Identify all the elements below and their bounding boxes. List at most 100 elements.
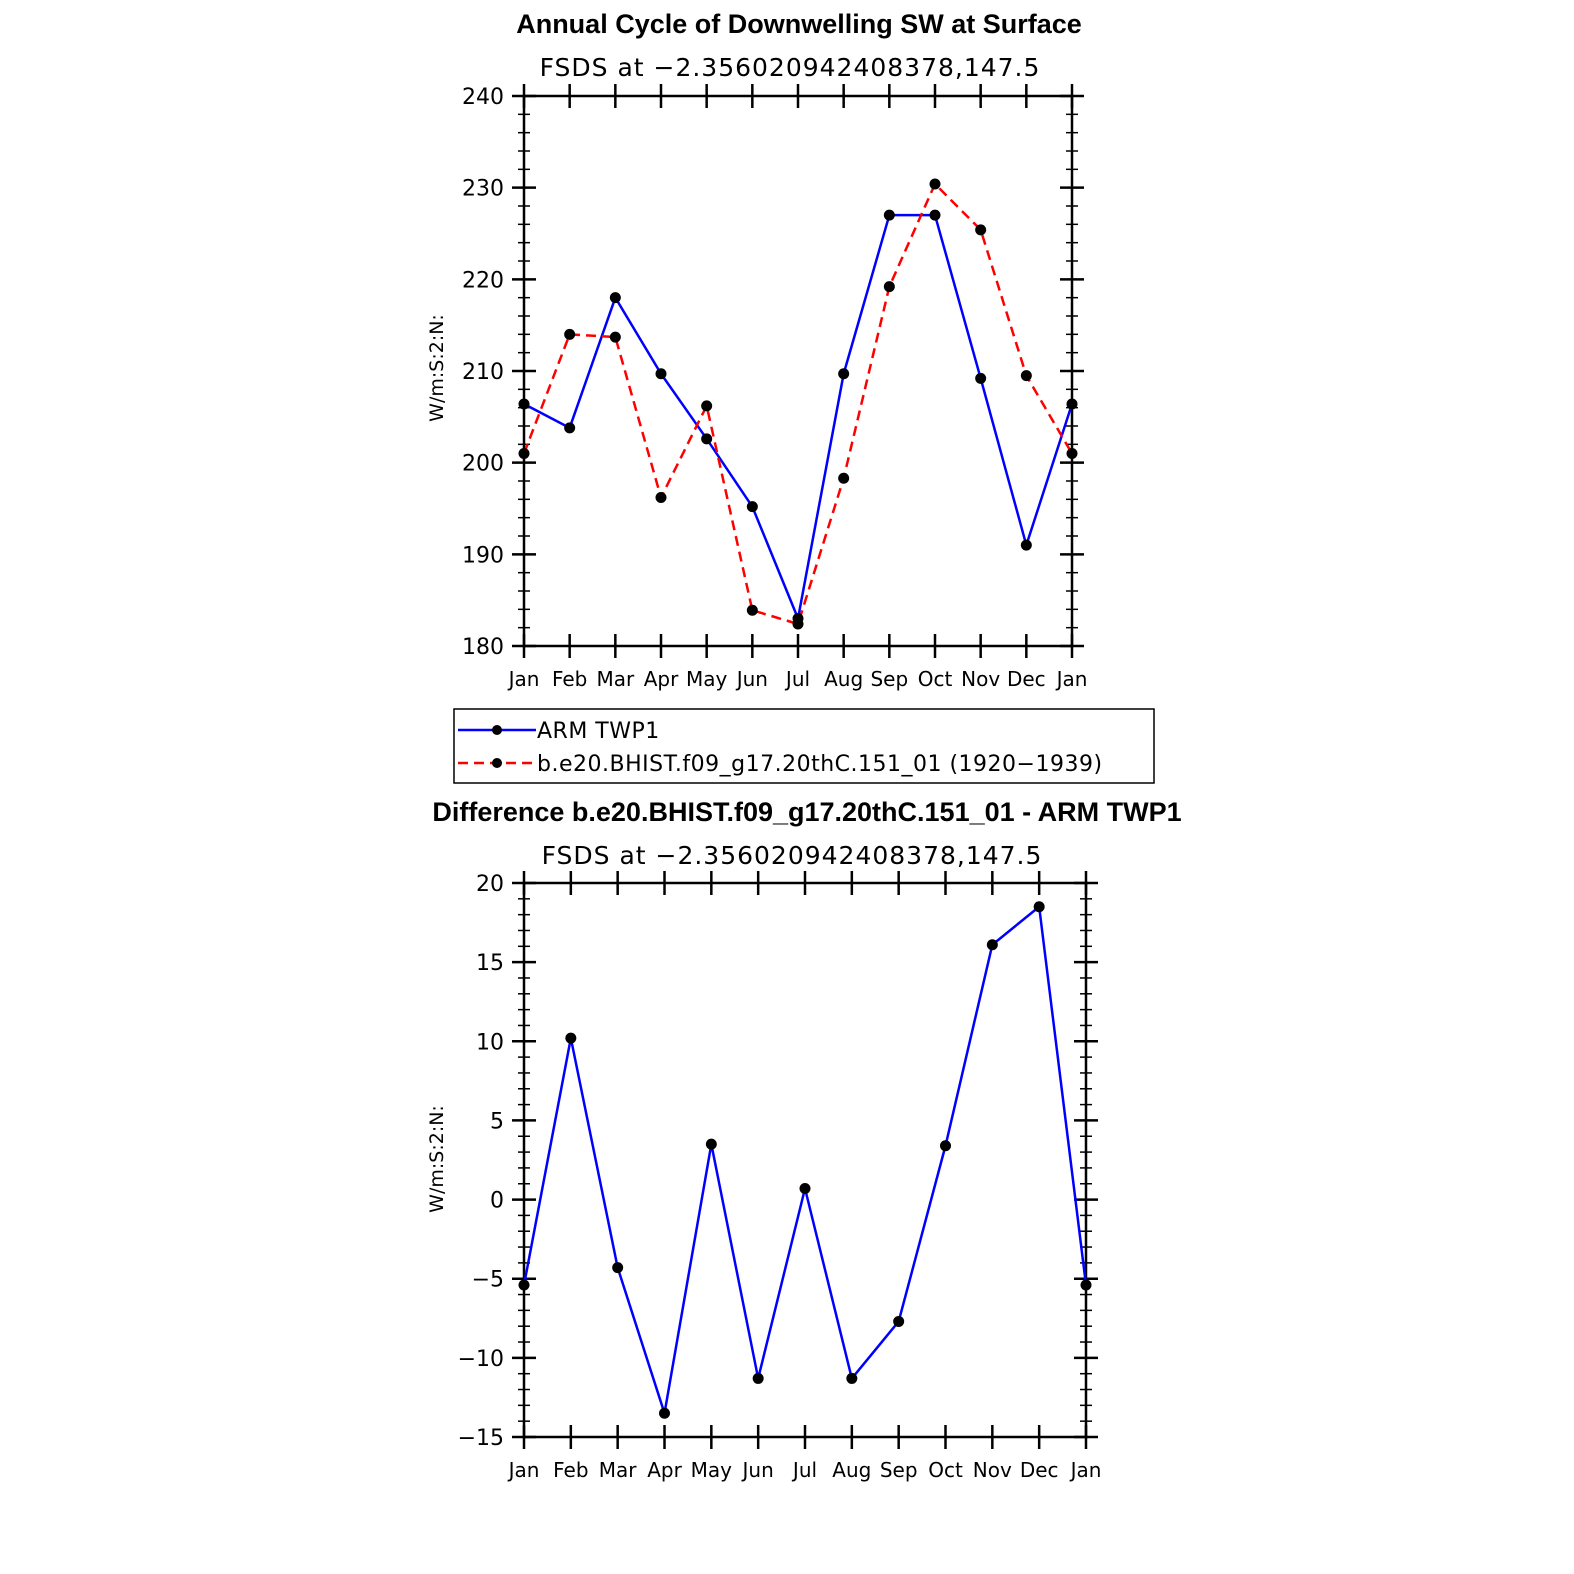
bottom-series-0-point bbox=[612, 1262, 624, 1274]
top-y-tick-labels: 180 190 200 210 220 230 240 bbox=[462, 85, 504, 660]
legend-label-model: b.e20.BHIST.f09_g17.20thC.151_01 (1920−1… bbox=[537, 752, 1103, 777]
top-series-line-0 bbox=[523, 213, 1074, 620]
top-series-0-point bbox=[1066, 398, 1078, 410]
bottom-x-tick-label: Mar bbox=[599, 1458, 638, 1482]
top-series-1-point bbox=[975, 224, 987, 236]
legend-marker-model bbox=[492, 758, 502, 768]
bottom-x-tick-labels: Jan Feb Mar Apr May Jun Jul Aug Sep Oct Nov Dec Jan bbox=[507, 1458, 1102, 1482]
bottom-series-0-point bbox=[846, 1372, 858, 1384]
bottom-plot-frame bbox=[522, 881, 1088, 1439]
top-series-1-point bbox=[838, 472, 850, 484]
top-axis-ticks bbox=[512, 84, 1084, 658]
top-series-0-point bbox=[883, 209, 895, 221]
top-x-tick-labels: Jan Feb Mar Apr May Jun Jul Aug Sep Oct Nov Dec Jan bbox=[507, 667, 1088, 691]
top-series-1-point bbox=[518, 448, 530, 459]
top-series-1-point bbox=[564, 328, 576, 340]
bottom-x-tick-label: Jun bbox=[741, 1458, 774, 1482]
bottom-y-tick-label: −15 bbox=[458, 1426, 504, 1451]
top-x-tick-label: Jun bbox=[735, 667, 768, 691]
bottom-series-0-point bbox=[518, 1279, 530, 1291]
bottom-series-0-point bbox=[799, 1182, 811, 1194]
legend-item-arm: ARM TWP1 bbox=[458, 719, 660, 744]
bottom-x-tick-label: Oct bbox=[928, 1458, 963, 1482]
top-series-1-point bbox=[655, 492, 667, 503]
bottom-series-0-point bbox=[705, 1138, 717, 1150]
bottom-series-0-point bbox=[1080, 1279, 1092, 1291]
top-series-1-point bbox=[701, 400, 713, 412]
top-y-tick-label: 180 bbox=[462, 635, 504, 660]
legend-marker-arm bbox=[492, 725, 502, 735]
top-series-0-point bbox=[518, 398, 530, 410]
top-series-1-point bbox=[883, 281, 895, 293]
bottom-y-tick-label: 20 bbox=[476, 872, 504, 897]
top-series-1-point bbox=[792, 618, 804, 630]
bottom-x-tick-label: Dec bbox=[1020, 1458, 1059, 1482]
legend: ARM TWP1 b.e20.BHIST.f09_g17.20thC.151_0… bbox=[453, 708, 1155, 784]
bottom-y-tick-label: −5 bbox=[472, 1268, 504, 1293]
bottom-y-tick-labels: −15 −10 −5 0 5 10 15 20 bbox=[458, 872, 504, 1451]
top-x-tick-label: Apr bbox=[644, 667, 679, 691]
bottom-x-tick-label: Jul bbox=[791, 1458, 817, 1482]
top-series-1-point bbox=[1066, 448, 1078, 459]
bottom-series-0-point bbox=[940, 1140, 951, 1152]
top-y-tick-label: 200 bbox=[462, 452, 504, 477]
bottom-x-tick-label: Aug bbox=[832, 1458, 871, 1482]
bottom-y-tick-label: 5 bbox=[490, 1109, 504, 1134]
bottom-series-0-point bbox=[752, 1372, 764, 1384]
bottom-x-tick-label: Sep bbox=[880, 1458, 918, 1482]
bottom-x-tick-label: Feb bbox=[553, 1458, 588, 1482]
top-y-tick-label: 210 bbox=[462, 360, 504, 385]
bottom-y-tick-label: 0 bbox=[490, 1189, 504, 1214]
top-series-0-point bbox=[746, 501, 758, 513]
top-x-tick-label: Dec bbox=[1007, 667, 1046, 691]
bottom-series bbox=[518, 901, 1092, 1419]
top-series-line-1 bbox=[522, 182, 1074, 626]
top-x-tick-label: Feb bbox=[552, 667, 587, 691]
bottom-x-tick-label: May bbox=[691, 1458, 733, 1482]
bottom-axis-ticks bbox=[512, 871, 1098, 1449]
top-series-0-point bbox=[655, 368, 667, 380]
bottom-series-0-point bbox=[986, 939, 998, 951]
top-series-0-point bbox=[701, 433, 713, 445]
top-series-1-point bbox=[929, 178, 941, 190]
top-x-tick-label: May bbox=[686, 667, 728, 691]
top-x-tick-label: Sep bbox=[870, 667, 908, 691]
bottom-subtitle: FSDS at −2.356020942408378,147.5 bbox=[542, 841, 1043, 870]
top-subtitle: FSDS at −2.356020942408378,147.5 bbox=[540, 53, 1041, 82]
top-series-0-point bbox=[929, 209, 941, 221]
bottom-series-0-point bbox=[565, 1032, 577, 1044]
top-series bbox=[518, 178, 1078, 630]
top-y-axis-label: W/m:S:2:N: bbox=[426, 314, 448, 422]
legend-label-arm: ARM TWP1 bbox=[537, 719, 660, 744]
top-y-tick-label: 190 bbox=[462, 543, 504, 568]
top-series-0-point bbox=[609, 292, 621, 304]
top-series-0-point bbox=[1020, 539, 1032, 551]
bottom-x-tick-label: Apr bbox=[647, 1458, 682, 1482]
bottom-y-tick-label: −10 bbox=[458, 1347, 504, 1372]
bottom-x-tick-label: Jan bbox=[1069, 1458, 1102, 1482]
top-x-tick-label: Oct bbox=[918, 667, 953, 691]
bottom-y-tick-label: 15 bbox=[476, 951, 504, 976]
top-series-1-point bbox=[609, 331, 621, 343]
top-x-tick-label: Jul bbox=[784, 667, 810, 691]
bottom-x-tick-label: Jan bbox=[507, 1458, 540, 1482]
bottom-y-axis-label: W/m:S:2:N: bbox=[426, 1105, 448, 1213]
bottom-y-tick-label: 10 bbox=[476, 1030, 504, 1055]
top-y-tick-label: 240 bbox=[462, 85, 504, 110]
bottom-series-line-0 bbox=[522, 905, 1088, 1415]
bottom-series-0-point bbox=[893, 1315, 905, 1327]
top-x-tick-label: Mar bbox=[596, 667, 635, 691]
top-series-0-point bbox=[564, 422, 576, 434]
top-series-1-point bbox=[1020, 370, 1032, 382]
top-x-tick-label: Nov bbox=[961, 667, 1000, 691]
bottom-series-0-point bbox=[1033, 901, 1045, 913]
bottom-title: Difference b.e20.BHIST.f09_g17.20thC.151… bbox=[432, 797, 1181, 827]
top-y-tick-label: 230 bbox=[462, 177, 504, 202]
bottom-panel: Difference b.e20.BHIST.f09_g17.20thC.151… bbox=[426, 797, 1182, 1482]
top-title: Annual Cycle of Downwelling SW at Surfac… bbox=[516, 9, 1082, 39]
top-x-tick-label: Aug bbox=[824, 667, 863, 691]
top-x-tick-label: Jan bbox=[1055, 667, 1088, 691]
top-y-tick-label: 220 bbox=[462, 268, 504, 293]
top-series-1-point bbox=[746, 604, 758, 616]
legend-box bbox=[453, 708, 1155, 784]
